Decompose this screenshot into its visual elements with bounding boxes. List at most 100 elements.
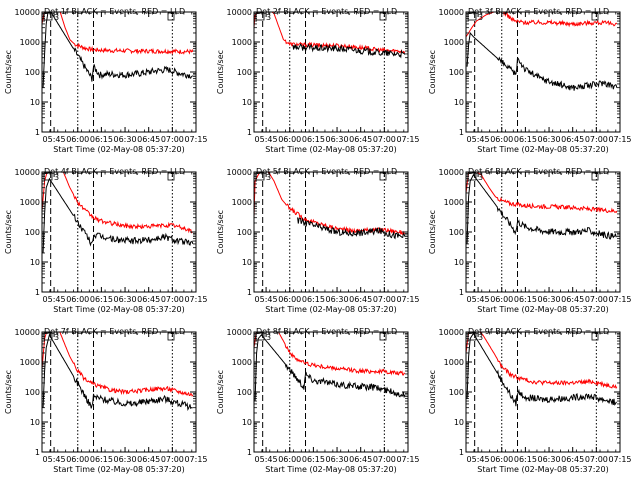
x-tick-label: 06:00: [66, 295, 89, 304]
y-tick-label: 1: [35, 448, 40, 457]
marker-label: 3: [478, 173, 483, 182]
x-tick-label: 06:30: [326, 295, 349, 304]
plot-frame: [465, 331, 621, 453]
x-tick-label: 07:15: [608, 135, 631, 144]
x-tick-label: 06:30: [114, 455, 137, 464]
x-tick-label: 05:45: [255, 295, 278, 304]
y-tick-label: 10000: [227, 8, 252, 17]
x-tick-label: 06:00: [490, 295, 513, 304]
y-tick-label: 100: [25, 388, 40, 397]
marker-box-icon: [167, 172, 175, 181]
marker-box-icon: [167, 332, 175, 341]
x-tick-label: 06:30: [114, 295, 137, 304]
events-series-line: [42, 333, 193, 412]
plot-frame: [41, 171, 197, 293]
x-tick-label: 06:45: [137, 295, 160, 304]
plot-title: Det 2f BLACK = Events, RED = LLD: [256, 7, 397, 16]
y-axis-label: Counts/sec: [216, 50, 225, 94]
x-tick-label: 05:45: [467, 295, 490, 304]
x-tick-label: 06:00: [278, 135, 301, 144]
marker-box-icon: [43, 332, 53, 341]
x-tick-label: 07:00: [161, 135, 184, 144]
y-axis-label: Counts/sec: [4, 50, 13, 94]
y-axis-label: Counts/sec: [428, 210, 437, 254]
detector-panel: 1 10 100 1000 10000 05:45 06:00 06:15 06:30 06:45…: [216, 167, 420, 314]
plot-title: Det 9f BLACK = Events, RED = LLD: [468, 327, 609, 336]
y-tick-label: 1: [459, 288, 464, 297]
y-tick-label: 100: [237, 388, 252, 397]
x-tick-label: 06:45: [349, 455, 372, 464]
y-tick-label: 10000: [15, 8, 40, 17]
marker-box-icon: [255, 172, 265, 181]
marker-box-icon: [379, 172, 387, 181]
x-tick-label: 07:00: [585, 455, 608, 464]
y-tick-label: 1: [459, 128, 464, 137]
detector-panel: 1 10 100 1000 10000 05:45 06:00 06:15 06:30 06:45…: [428, 7, 632, 154]
x-tick-label: 06:30: [538, 135, 561, 144]
x-tick-label: 06:45: [561, 135, 584, 144]
x-tick-label: 07:00: [585, 135, 608, 144]
x-tick-label: 06:15: [514, 455, 537, 464]
x-tick-label: 07:15: [608, 295, 631, 304]
events-series-line: [466, 332, 617, 407]
y-tick-label: 10: [30, 98, 40, 107]
marker-box-icon: [167, 12, 175, 21]
x-tick-label: 07:15: [184, 295, 207, 304]
y-tick-label: 10000: [439, 328, 464, 337]
detector-panel: 1 10 100 1000 10000 05:45 06:00 06:15 06:30 06:45…: [4, 7, 208, 154]
marker-box-icon: [255, 12, 265, 21]
y-tick-label: 10: [30, 418, 40, 427]
x-axis-label: Start Time (02-May-08 05:37:20): [477, 465, 608, 474]
events-series-line: [466, 31, 618, 91]
plot-title: Det 4f BLACK = Events, RED = LLD: [44, 167, 185, 176]
y-tick-label: 1000: [20, 358, 40, 367]
lld-series-line: [42, 12, 194, 56]
x-tick-label: 07:00: [585, 295, 608, 304]
lld-series-line: [466, 332, 618, 390]
x-axis-label: Start Time (02-May-08 05:37:20): [477, 305, 608, 314]
marker-box-icon: [379, 12, 387, 21]
y-tick-label: 1: [247, 128, 252, 137]
x-tick-label: 05:45: [255, 455, 278, 464]
x-tick-label: 06:15: [302, 135, 325, 144]
detector-panel: 1 10 100 1000 10000 05:45 06:00 06:15 06:30 06:45…: [4, 327, 208, 474]
y-tick-label: 10: [454, 258, 464, 267]
y-tick-label: 1000: [232, 358, 252, 367]
y-axis-label: Counts/sec: [216, 210, 225, 254]
y-tick-label: 10000: [15, 168, 40, 177]
x-tick-label: 07:00: [373, 135, 396, 144]
y-tick-label: 10: [454, 418, 464, 427]
y-tick-label: 1000: [20, 38, 40, 47]
x-tick-label: 07:00: [161, 455, 184, 464]
marker-box-icon: [467, 332, 477, 341]
plot-title: Det 8f BLACK = Events, RED = LLD: [256, 327, 397, 336]
plot-title: Det 1f BLACK = Events, RED = LLD: [44, 7, 185, 16]
marker-label: 3: [54, 333, 59, 342]
y-axis-label: Counts/sec: [428, 50, 437, 94]
y-tick-label: 10000: [439, 168, 464, 177]
events-series-line: [42, 12, 194, 88]
x-tick-label: 06:30: [326, 455, 349, 464]
x-tick-label: 06:30: [538, 295, 561, 304]
x-tick-label: 06:00: [490, 135, 513, 144]
x-axis-label: Start Time (02-May-08 05:37:20): [477, 145, 608, 154]
x-tick-label: 07:15: [184, 455, 207, 464]
x-axis-label: Start Time (02-May-08 05:37:20): [53, 465, 184, 474]
x-tick-label: 06:30: [538, 455, 561, 464]
y-tick-label: 1: [35, 128, 40, 137]
x-tick-label: 06:15: [514, 295, 537, 304]
y-tick-label: 10: [242, 418, 252, 427]
y-tick-label: 1000: [444, 38, 464, 47]
x-tick-label: 06:45: [561, 455, 584, 464]
x-tick-label: 07:00: [373, 455, 396, 464]
x-tick-label: 05:45: [43, 135, 66, 144]
x-tick-label: 06:15: [514, 135, 537, 144]
marker-label: 3: [54, 173, 59, 182]
plot-title: Det 7f BLACK = Events, RED = LLD: [44, 327, 185, 336]
detector-panel: 1 10 100 1000 10000 05:45 06:00 06:15 06:30 06:45…: [216, 327, 420, 474]
lld-series-line: [42, 332, 194, 397]
detector-panel: 1 10 100 1000 10000 05:45 06:00 06:15 06:30 06:45…: [4, 167, 208, 314]
y-axis-label: Counts/sec: [216, 370, 225, 414]
plot-title: Det 3f BLACK = Events, RED = LLD: [468, 7, 609, 16]
plot-frame: [253, 11, 409, 133]
